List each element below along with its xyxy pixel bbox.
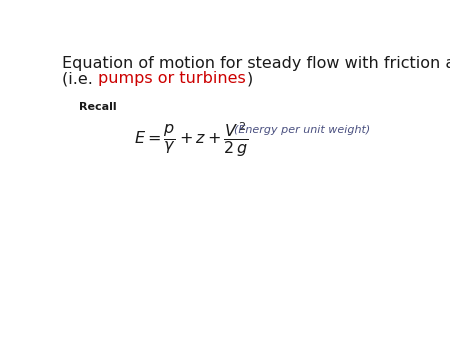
Text: ): ): [246, 71, 252, 87]
Text: $E = \dfrac{p}{\gamma} + z + \dfrac{V^{\,2}}{2\,g}$: $E = \dfrac{p}{\gamma} + z + \dfrac{V^{\…: [134, 120, 248, 159]
Text: Equation of motion for steady flow with friction and machines: Equation of motion for steady flow with …: [63, 56, 450, 71]
Text: (Energy per unit weight): (Energy per unit weight): [234, 125, 371, 135]
Text: Recall: Recall: [80, 102, 117, 112]
Text: pumps or turbines: pumps or turbines: [99, 71, 246, 87]
Text: (i.e.: (i.e.: [63, 71, 99, 87]
